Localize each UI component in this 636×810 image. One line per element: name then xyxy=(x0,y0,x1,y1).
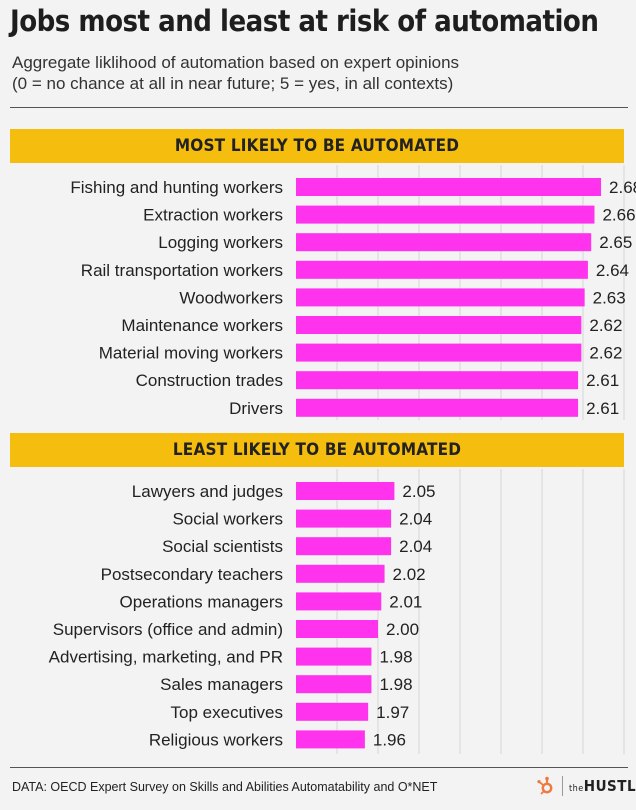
subtitle-line-2: (0 = no chance at all in near future; 5 … xyxy=(12,74,454,93)
bar xyxy=(296,343,582,362)
logo-divider xyxy=(562,776,563,796)
value-label: 2.04 xyxy=(399,510,432,529)
hubspot-sprocket-icon xyxy=(537,776,553,795)
bar xyxy=(296,730,365,749)
chart-title: Jobs most and least at risk of automatio… xyxy=(10,4,599,38)
value-label: 2.62 xyxy=(589,344,622,363)
hustle-logo: theHUSTLE xyxy=(536,776,636,796)
footer-rule xyxy=(10,767,628,768)
category-label: Maintenance workers xyxy=(121,316,283,335)
category-label: Operations managers xyxy=(120,592,283,611)
category-label: Extraction workers xyxy=(143,206,283,225)
logo-wordmark: theHUSTLE xyxy=(569,777,636,795)
value-label: 2.63 xyxy=(593,288,626,307)
value-label: 2.62 xyxy=(589,316,622,335)
value-label: 2.05 xyxy=(402,482,435,501)
value-label: 2.01 xyxy=(389,592,422,611)
category-label: Supervisors (office and admin) xyxy=(53,620,283,639)
data-source: DATA: OECD Expert Survey on Skills and A… xyxy=(12,780,438,794)
bar xyxy=(296,482,395,500)
value-label: 2.64 xyxy=(596,261,629,280)
bar xyxy=(296,592,382,611)
category-label: Rail transportation workers xyxy=(81,261,283,280)
bar xyxy=(296,371,579,390)
category-label: Sales managers xyxy=(160,675,283,694)
category-label: Material moving workers xyxy=(99,344,283,363)
category-label: Religious workers xyxy=(149,730,283,749)
bar xyxy=(296,260,588,279)
bar xyxy=(296,398,579,417)
value-label: 2.04 xyxy=(399,537,432,556)
value-label: 2.61 xyxy=(586,399,619,418)
category-label: Drivers xyxy=(229,399,283,418)
bar xyxy=(296,233,592,252)
bar xyxy=(296,537,392,556)
category-label: Social scientists xyxy=(162,537,283,556)
value-label: 1.98 xyxy=(379,675,412,694)
value-label: 2.68 xyxy=(609,178,636,197)
logo-the: the xyxy=(569,784,584,794)
category-label: Postsecondary teachers xyxy=(101,565,283,584)
category-label: Top executives xyxy=(171,703,283,722)
header-rule xyxy=(10,107,628,108)
value-label: 2.65 xyxy=(599,233,632,252)
category-label: Lawyers and judges xyxy=(132,482,283,501)
least-likely-banner: LEAST LIKELY TO BE AUTOMATED xyxy=(10,433,624,467)
bar xyxy=(296,509,392,528)
logo-name: HUSTLE xyxy=(583,777,636,795)
bar xyxy=(296,647,372,666)
value-label: 1.96 xyxy=(373,730,406,749)
value-label: 2.61 xyxy=(586,371,619,390)
chart-subtitle: Aggregate liklihood of automation based … xyxy=(12,52,459,94)
bar xyxy=(296,675,372,694)
value-label: 2.66 xyxy=(602,206,635,225)
bar xyxy=(296,620,378,638)
bar xyxy=(296,564,385,583)
bar xyxy=(296,178,602,196)
category-label: Social workers xyxy=(172,510,283,529)
value-label: 2.00 xyxy=(386,620,419,639)
value-label: 1.98 xyxy=(379,648,412,667)
value-label: 1.97 xyxy=(376,703,409,722)
most-likely-banner: MOST LIKELY TO BE AUTOMATED xyxy=(10,129,624,163)
category-label: Logging workers xyxy=(158,233,283,252)
category-label: Woodworkers xyxy=(179,288,283,307)
category-label: Advertising, marketing, and PR xyxy=(49,648,283,667)
bar xyxy=(296,702,369,721)
subtitle-line-1: Aggregate liklihood of automation based … xyxy=(12,53,460,72)
category-label: Fishing and hunting workers xyxy=(70,178,283,197)
chart-canvas: Fishing and hunting workers 2.68 Extractio… xyxy=(49,165,636,754)
bar xyxy=(296,205,595,224)
value-label: 2.02 xyxy=(393,565,426,584)
bar xyxy=(296,316,582,334)
category-label: Construction trades xyxy=(136,371,283,390)
bar xyxy=(296,288,585,307)
